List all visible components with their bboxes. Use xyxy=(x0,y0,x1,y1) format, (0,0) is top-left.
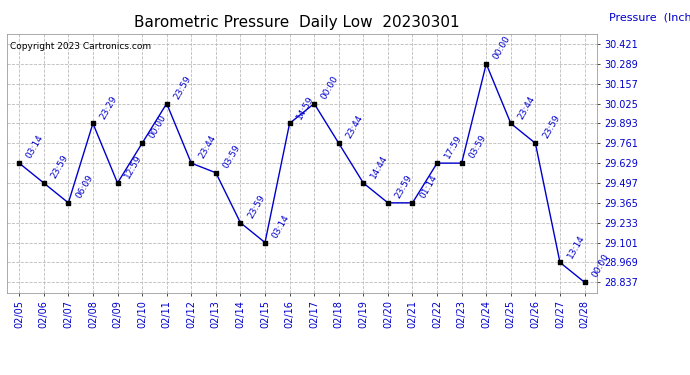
Text: 12:59: 12:59 xyxy=(123,153,144,180)
Text: 01:14: 01:14 xyxy=(418,173,439,200)
Point xyxy=(431,160,442,166)
Point xyxy=(137,140,148,146)
Text: 00:00: 00:00 xyxy=(148,114,168,141)
Text: Pressure  (Inches/Hg): Pressure (Inches/Hg) xyxy=(609,13,690,23)
Text: Copyright 2023 Cartronics.com: Copyright 2023 Cartronics.com xyxy=(10,42,151,51)
Text: 00:00: 00:00 xyxy=(319,74,340,101)
Point xyxy=(88,120,99,126)
Point xyxy=(555,260,566,266)
Point xyxy=(259,240,270,246)
Point xyxy=(308,100,319,106)
Text: 00:00: 00:00 xyxy=(590,253,611,279)
Point xyxy=(333,140,344,146)
Point xyxy=(38,180,49,186)
Text: 03:59: 03:59 xyxy=(221,143,242,170)
Text: Barometric Pressure  Daily Low  20230301: Barometric Pressure Daily Low 20230301 xyxy=(134,15,460,30)
Text: 03:14: 03:14 xyxy=(270,213,291,240)
Text: 00:00: 00:00 xyxy=(492,34,513,61)
Text: 17:59: 17:59 xyxy=(442,134,464,160)
Text: 23:59: 23:59 xyxy=(393,173,414,200)
Text: 13:14: 13:14 xyxy=(566,233,586,260)
Point xyxy=(579,279,590,285)
Point xyxy=(382,200,393,206)
Point xyxy=(530,140,541,146)
Text: 23:59: 23:59 xyxy=(172,74,193,101)
Text: 23:59: 23:59 xyxy=(246,193,266,220)
Point xyxy=(505,120,516,126)
Point xyxy=(358,180,369,186)
Text: 23:44: 23:44 xyxy=(344,114,365,141)
Text: 14:59: 14:59 xyxy=(295,94,316,121)
Point xyxy=(14,160,25,166)
Point xyxy=(235,220,246,226)
Point xyxy=(284,120,295,126)
Point xyxy=(481,61,492,67)
Text: 23:59: 23:59 xyxy=(541,114,562,141)
Point xyxy=(112,180,123,186)
Text: 14:44: 14:44 xyxy=(369,154,389,180)
Text: 06:09: 06:09 xyxy=(74,173,95,200)
Point xyxy=(210,170,221,176)
Text: 23:44: 23:44 xyxy=(197,134,217,160)
Text: 23:29: 23:29 xyxy=(99,94,119,121)
Point xyxy=(63,200,74,206)
Text: 03:59: 03:59 xyxy=(467,134,488,160)
Text: 23:59: 23:59 xyxy=(49,153,70,180)
Point xyxy=(161,100,172,106)
Text: 23:44: 23:44 xyxy=(516,94,537,121)
Point xyxy=(456,160,467,166)
Point xyxy=(186,160,197,166)
Text: 03:14: 03:14 xyxy=(25,134,46,160)
Point xyxy=(407,200,418,206)
